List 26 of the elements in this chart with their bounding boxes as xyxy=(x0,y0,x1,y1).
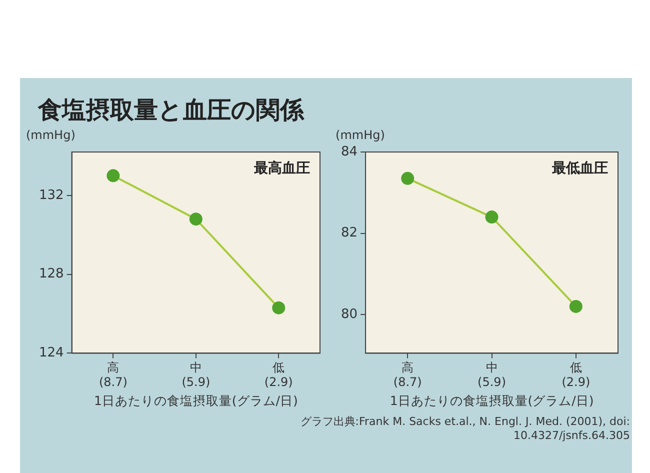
y-tick-label: 84 xyxy=(340,144,358,160)
x-tick-label: 低 (2.9) xyxy=(562,360,590,389)
x-tick-label: 中 (5.9) xyxy=(478,360,506,389)
y-tick-label: 124 xyxy=(38,346,64,361)
y-tick-label: 80 xyxy=(340,306,358,322)
x-tick-label: 高 (8.7) xyxy=(393,360,422,389)
x-tick-label: 高 (8.7) xyxy=(98,360,128,389)
y-axis-title: (mmHg) xyxy=(336,128,385,142)
annotation: 最高血圧 xyxy=(253,160,310,177)
point xyxy=(272,301,286,314)
chart-title: 食塩摂取量と血圧の関係 xyxy=(38,95,304,126)
text: グラフ出典:Frank M. Sacks et.al., N. Engl. J. Med. (2001), doi: 10.4327/jsnfs.64.305 xyxy=(300,414,630,442)
point xyxy=(401,172,414,185)
point xyxy=(189,212,202,226)
x-tick-label: 低 (2.9) xyxy=(264,360,293,389)
point xyxy=(485,210,498,224)
y-tick-label: 132 xyxy=(38,188,64,203)
point xyxy=(106,169,120,182)
y-tick-label: 128 xyxy=(38,266,64,282)
x-tick-label: 中 (5.9) xyxy=(182,360,210,389)
annotation: 最低血圧 xyxy=(551,160,608,177)
y-tick-label: 82 xyxy=(340,226,358,241)
point xyxy=(569,300,582,313)
y-axis-title: (mmHg) xyxy=(26,128,76,142)
x-axis-title: 1日あたりの食塩摂取量(グラム/日) xyxy=(94,392,298,408)
x-axis-title: 1日あたりの食塩摂取量(グラム/日) xyxy=(390,392,594,408)
